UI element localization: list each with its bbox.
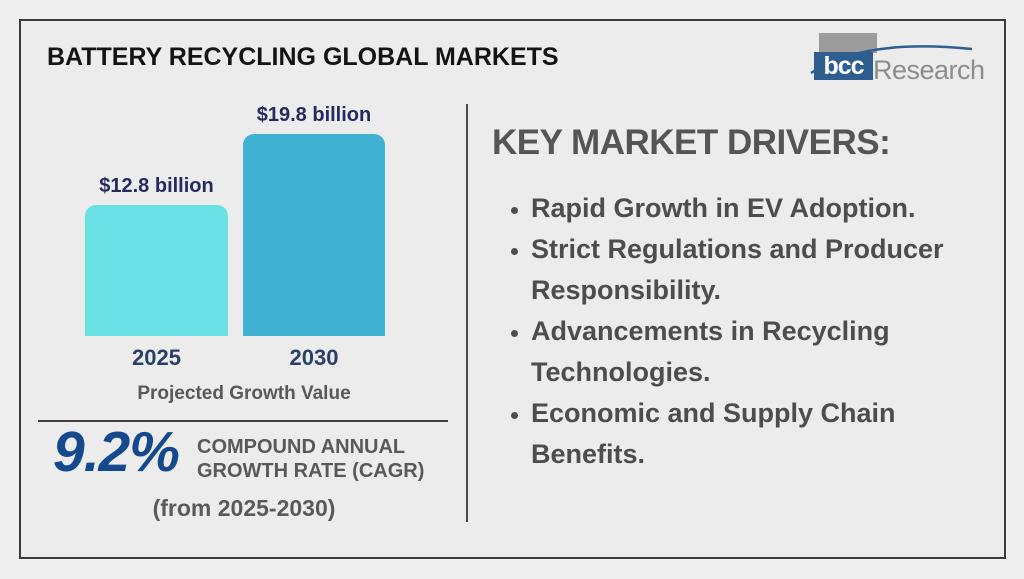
chart-caption: Projected Growth Value — [137, 383, 351, 404]
drivers-heading: KEY MARKET DRIVERS: — [492, 123, 891, 162]
vertical-divider — [466, 104, 468, 522]
infographic-frame: BATTERY RECYCLING GLOBAL MARKETS bcc Res… — [19, 19, 1006, 559]
logo-bcc-text: bcc — [823, 52, 864, 80]
cagr-label-line2: GROWTH RATE (CAGR) — [197, 460, 425, 482]
horizontal-divider — [38, 420, 448, 422]
logo-research-text: Research — [873, 55, 985, 85]
driver-item: Advancements in Recycling Technologies. — [531, 311, 967, 393]
cagr-label-line1: COMPOUND ANNUAL — [197, 436, 406, 458]
bcc-research-logo: bcc Research — [810, 31, 985, 89]
drivers-list: Rapid Growth in EV Adoption. Strict Regu… — [505, 188, 967, 475]
cagr-value: 9.2% — [53, 420, 180, 484]
chart-bar-2025 — [85, 205, 228, 336]
logo-gray-rectangle — [819, 33, 877, 53]
bar-value-label-2030: $19.8 billion — [256, 104, 372, 126]
driver-item: Economic and Supply Chain Benefits. — [531, 393, 967, 475]
logo-bcc-mark: bcc — [814, 52, 873, 80]
cagr-label: COMPOUND ANNUAL GROWTH RATE (CAGR) — [197, 435, 424, 483]
driver-item: Strict Regulations and Producer Responsi… — [531, 229, 967, 311]
chart-bar-2030 — [243, 134, 385, 336]
axis-label-2030: 2030 — [289, 345, 339, 370]
driver-item: Rapid Growth in EV Adoption. — [531, 188, 967, 229]
cagr-range: (from 2025-2030) — [152, 495, 336, 521]
page-title: BATTERY RECYCLING GLOBAL MARKETS — [47, 43, 559, 71]
axis-label-2025: 2025 — [132, 345, 181, 370]
bar-chart: $12.8 billion $19.8 billion 2025 2030 — [66, 104, 466, 370]
bar-value-label-2025: $12.8 billion — [99, 175, 214, 197]
